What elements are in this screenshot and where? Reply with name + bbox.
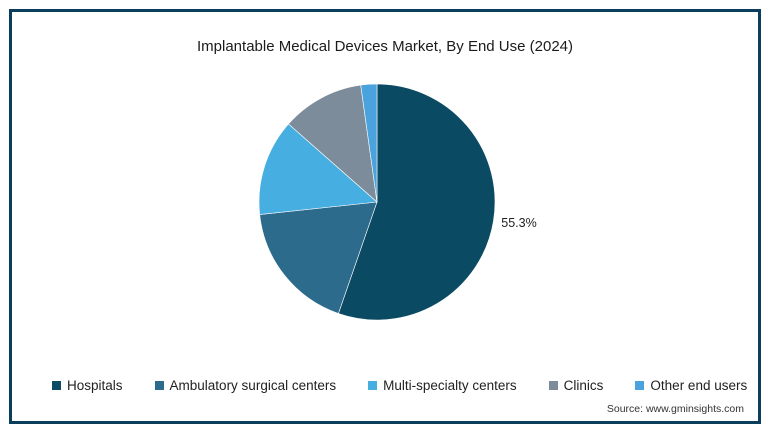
legend-item-clinics: Clinics [548, 378, 604, 393]
legend-item-hospitals: Hospitals [52, 378, 123, 393]
legend-item-ambulatory-surgical-centers: Ambulatory surgical centers [154, 378, 337, 393]
legend-item-other-end-users: Other end users [635, 378, 747, 393]
source-note: Source: www.gminsights.com [606, 403, 744, 415]
legend-swatch [548, 381, 558, 390]
chart-legend: Hospitals Ambulatory surgical centers Mu… [52, 378, 779, 393]
legend-swatch [52, 381, 61, 390]
legend-item-multi-specialty-centers: Multi-specialty centers [368, 378, 517, 393]
chart-frame: Implantable Medical Devices Market, By E… [9, 9, 761, 424]
chart-title: Implantable Medical Devices Market, By E… [197, 38, 573, 55]
legend-swatch [154, 381, 164, 390]
slice-other-end-users [360, 83, 378, 203]
legend-label: Clinics [563, 378, 604, 393]
legend-swatch [635, 381, 645, 390]
legend-label: Ambulatory surgical centers [169, 378, 337, 393]
legend-label: Other end users [650, 378, 748, 393]
slice-ambulatory-surgical-centers [259, 201, 378, 314]
legend-label: Hospitals [67, 378, 123, 393]
slice-clinics [288, 84, 378, 203]
legend-swatch [368, 381, 378, 390]
data-label-hospitals: 55.3% [501, 216, 536, 230]
slice-hospitals [338, 83, 496, 321]
pie-chart: 55.3% [258, 83, 537, 321]
slice-multi-specialty-centers [258, 123, 378, 215]
legend-label: Multi-specialty centers [383, 378, 517, 393]
